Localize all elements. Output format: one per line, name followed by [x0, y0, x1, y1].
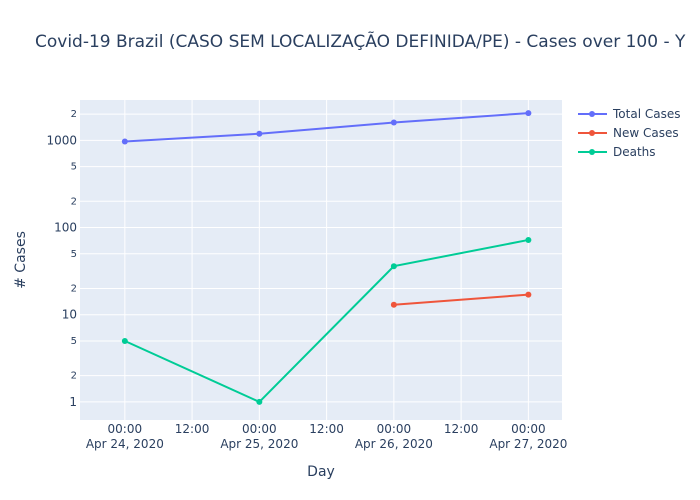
x-tick-label: 12:00: [309, 422, 344, 436]
x-tick-label: 12:00: [444, 422, 479, 436]
series-layer: [121, 110, 532, 405]
legend-marker: [589, 130, 595, 136]
data-point-new-cases[interactable]: [390, 301, 397, 308]
series-line-deaths: [124, 238, 529, 404]
x-tick-date-label: Apr 26, 2020: [355, 437, 433, 451]
y-tick-label: 10: [62, 308, 77, 322]
x-tick-label: 12:00: [175, 422, 210, 436]
legend-marker: [589, 149, 595, 155]
y-minor-tick-label: 5: [71, 162, 77, 173]
data-point-deaths[interactable]: [525, 236, 532, 243]
x-tick-label: 00:00: [377, 422, 412, 436]
data-point-total-cases[interactable]: [121, 138, 128, 145]
legend-item-total-cases[interactable]: Total Cases: [578, 107, 680, 121]
plot-area: [80, 100, 562, 420]
legend-label: Deaths: [613, 145, 656, 159]
y-minor-tick-label: 2: [71, 283, 77, 294]
y-tick-label: 1: [69, 395, 77, 409]
series-line-total-cases: [124, 112, 529, 143]
legend-label: Total Cases: [612, 107, 680, 121]
y-minor-tick-label: 5: [71, 336, 77, 347]
chart-title: Covid-19 Brazil (CASO SEM LOCALIZAÇÃO DE…: [35, 32, 686, 52]
series-line-new-cases: [393, 293, 529, 306]
data-point-deaths[interactable]: [390, 263, 397, 270]
y-minor-tick-label: 5: [71, 249, 77, 260]
x-tick-date-label: Apr 24, 2020: [86, 437, 164, 451]
y-axis-title: # Cases: [13, 231, 29, 289]
x-tick-date-label: Apr 27, 2020: [489, 437, 567, 451]
y-minor-tick-label: 2: [71, 371, 77, 382]
data-point-total-cases[interactable]: [525, 110, 532, 117]
legend-label: New Cases: [613, 126, 679, 140]
legend[interactable]: Total Cases New Cases Deaths: [578, 107, 680, 159]
x-tick-label: 00:00: [242, 422, 277, 436]
x-tick-label: 00:00: [511, 422, 546, 436]
y-tick-label: 1000: [46, 133, 77, 147]
legend-item-deaths[interactable]: Deaths: [578, 145, 656, 159]
data-point-total-cases[interactable]: [256, 130, 263, 137]
data-point-deaths[interactable]: [121, 337, 128, 344]
x-tick-label: 00:00: [108, 422, 143, 436]
legend-item-new-cases[interactable]: New Cases: [578, 126, 679, 140]
data-point-new-cases[interactable]: [525, 291, 532, 298]
y-minor-tick-label: 2: [71, 109, 77, 120]
data-point-deaths[interactable]: [256, 398, 263, 405]
legend-marker: [589, 111, 595, 117]
y-tick-label: 100: [54, 221, 77, 235]
x-axis-title: Day: [307, 464, 335, 480]
y-minor-tick-label: 2: [71, 196, 77, 207]
x-tick-date-label: Apr 25, 2020: [220, 437, 298, 451]
data-point-total-cases[interactable]: [390, 119, 397, 126]
y-tick-layer: 1 2 5 10 2 5 100 2 5 1000 2: [46, 109, 77, 409]
